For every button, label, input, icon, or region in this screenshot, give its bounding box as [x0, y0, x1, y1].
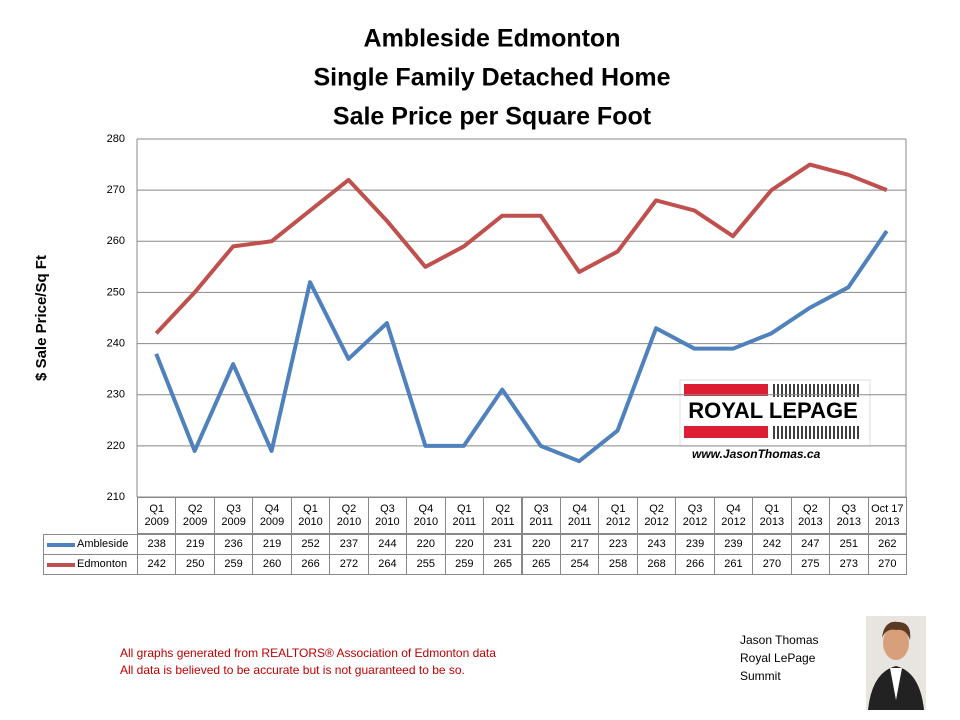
table-value: 236: [213, 534, 254, 555]
table-value: 239: [675, 534, 715, 555]
website: www.JasonThomas.ca: [692, 447, 821, 461]
table-value: 220: [521, 534, 561, 555]
x-tick-label: Q2 2011: [483, 497, 523, 534]
legend-entry: Ambleside: [43, 534, 138, 555]
x-tick-label: Q4 2012: [713, 497, 754, 534]
table-value: 219: [252, 534, 292, 555]
table-value: 259: [444, 554, 485, 575]
table-value: 220: [406, 534, 446, 555]
table-value: 231: [483, 534, 523, 555]
logo-bar: [684, 426, 768, 438]
table-value: 275: [790, 554, 831, 575]
table-value: 239: [713, 534, 754, 555]
x-tick-label: Q2 2012: [636, 497, 677, 534]
y-tick-label: 250: [107, 286, 125, 298]
table-value: 223: [598, 534, 638, 555]
table-value: 265: [521, 554, 561, 575]
table-value: 270: [752, 554, 792, 575]
table-value: 242: [137, 554, 177, 575]
table-value: 251: [829, 534, 869, 555]
table-value: 250: [175, 554, 215, 575]
footer-note: All data is believed to be accurate but …: [120, 663, 465, 677]
y-tick-label: 210: [107, 491, 125, 503]
x-tick-label: Q1 2012: [598, 497, 638, 534]
table-value: 265: [483, 554, 523, 575]
y-tick-label: 270: [107, 184, 125, 196]
table-value: 243: [636, 534, 677, 555]
y-tick-label: 230: [107, 389, 125, 401]
table-value: 247: [790, 534, 831, 555]
table-value: 242: [752, 534, 792, 555]
series-line: [154, 162, 888, 335]
chart-title: Sale Price per Square Foot: [333, 103, 652, 131]
table-value: 266: [675, 554, 715, 575]
table-value: 262: [867, 534, 907, 555]
y-axis-label: $ Sale Price/Sq Ft: [33, 255, 50, 381]
x-tick-label: Q1 2011: [444, 497, 485, 534]
table-value: 220: [444, 534, 485, 555]
y-tick-label: 260: [107, 235, 125, 247]
y-tick-label: 280: [107, 133, 125, 145]
chart-title: Ambleside Edmonton: [364, 25, 621, 53]
agent-text: Summit: [740, 669, 781, 683]
x-tick-label: Q4 2011: [559, 497, 600, 534]
table-value: 237: [329, 534, 369, 555]
x-tick-label: Q3 2011: [521, 497, 561, 534]
table-value: 258: [598, 554, 638, 575]
y-tick-label: 240: [107, 337, 125, 349]
legend-label: Ambleside: [77, 538, 129, 550]
table-value: 259: [213, 554, 254, 575]
logo: ROYAL LEPAGE www.JasonThomas.ca: [679, 379, 871, 461]
table-value: 272: [329, 554, 369, 575]
y-tick-label: 220: [107, 440, 125, 452]
x-tick-label: Q2 2010: [329, 497, 369, 534]
agent-text: Royal LePage: [740, 651, 816, 665]
x-tick-label: Q3 2009: [213, 497, 254, 534]
legend-swatch: [47, 542, 75, 547]
agent-photo: [866, 616, 926, 710]
table-value: 266: [290, 554, 331, 575]
x-tick-label: Q4 2010: [406, 497, 446, 534]
table-value: 219: [175, 534, 215, 555]
series-line: [154, 229, 889, 464]
table-value: 264: [367, 554, 408, 575]
table-value: 260: [252, 554, 292, 575]
x-tick-label: Q2 2013: [790, 497, 831, 534]
x-tick-label: Q1 2010: [290, 497, 331, 534]
table-value: 268: [636, 554, 677, 575]
legend-label: Edmonton: [77, 558, 128, 570]
x-tick-label: Q1 2009: [137, 497, 177, 534]
table-value: 238: [137, 534, 177, 555]
x-tick-label: Oct 17 2013: [867, 497, 907, 534]
x-tick-label: Q3 2013: [829, 497, 869, 534]
agent-text: Jason Thomas: [740, 633, 819, 647]
x-tick-label: Q2 2009: [175, 497, 215, 534]
x-tick-label: Q3 2012: [675, 497, 715, 534]
table-value: 261: [713, 554, 754, 575]
x-tick-label: Q4 2009: [252, 497, 292, 534]
table-value: 270: [867, 554, 907, 575]
footer-note: All graphs generated from REALTORS® Asso…: [120, 646, 496, 660]
logo-text: ROYAL LEPAGE: [688, 398, 858, 423]
x-tick-label: Q3 2010: [367, 497, 408, 534]
logo-bar: [684, 384, 768, 396]
table-value: 217: [559, 534, 600, 555]
table-value: 273: [829, 554, 869, 575]
chart-title: Single Family Detached Home: [313, 64, 670, 92]
table-value: 252: [290, 534, 331, 555]
table-value: 254: [559, 554, 600, 575]
table-value: 255: [406, 554, 446, 575]
legend-swatch: [47, 562, 75, 567]
x-tick-label: Q1 2013: [752, 497, 792, 534]
legend-entry: Edmonton: [43, 554, 138, 575]
table-value: 244: [367, 534, 408, 555]
